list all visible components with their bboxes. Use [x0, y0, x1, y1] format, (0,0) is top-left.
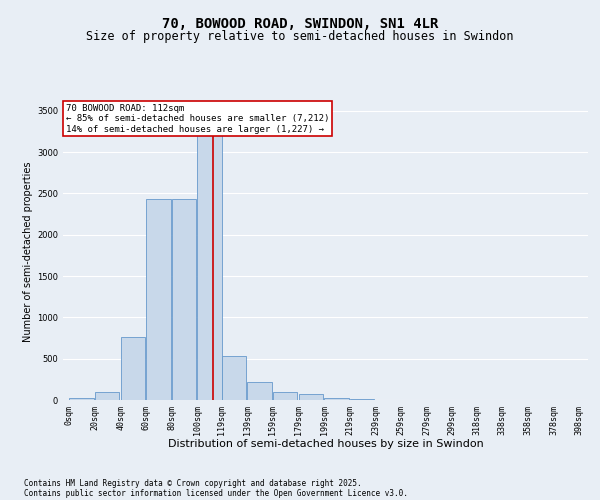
Text: Size of property relative to semi-detached houses in Swindon: Size of property relative to semi-detach… [86, 30, 514, 43]
Bar [70, 398, 94, 400]
Bar [247, 382, 272, 400]
Bar [273, 392, 298, 400]
Bar [146, 199, 170, 400]
Bar [197, 132, 222, 400]
Y-axis label: Number of semi-detached properties: Number of semi-detached properties [23, 161, 33, 342]
Bar [121, 337, 145, 400]
Text: 70 BOWOOD ROAD: 112sqm
← 85% of semi-detached houses are smaller (7,212)
14% of : 70 BOWOOD ROAD: 112sqm ← 85% of semi-det… [65, 104, 329, 134]
Text: Contains public sector information licensed under the Open Government Licence v3: Contains public sector information licen… [24, 488, 408, 498]
Text: 70, BOWOOD ROAD, SWINDON, SN1 4LR: 70, BOWOOD ROAD, SWINDON, SN1 4LR [162, 18, 438, 32]
Bar [324, 398, 349, 400]
Bar [222, 356, 246, 400]
Bar [350, 399, 374, 400]
X-axis label: Distribution of semi-detached houses by size in Swindon: Distribution of semi-detached houses by … [167, 439, 484, 449]
Bar [172, 199, 196, 400]
Text: Contains HM Land Registry data © Crown copyright and database right 2025.: Contains HM Land Registry data © Crown c… [24, 478, 362, 488]
Bar [299, 394, 323, 400]
Bar [95, 392, 119, 400]
